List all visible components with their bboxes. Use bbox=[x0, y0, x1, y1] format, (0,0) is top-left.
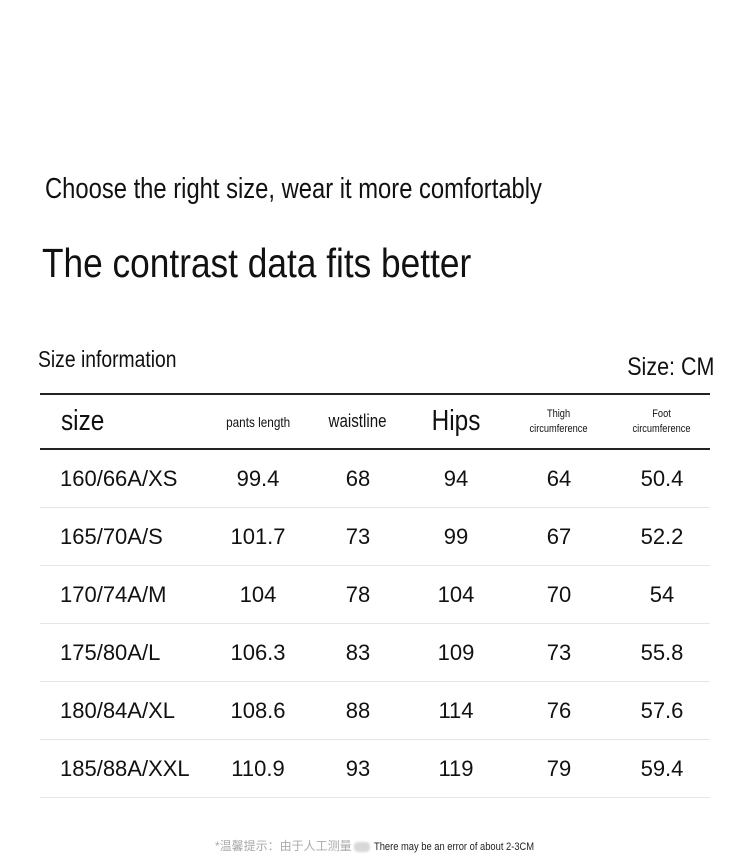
cell-pants-length: 110.9 bbox=[208, 739, 308, 798]
footnote-chinese: *温馨提示：由于人工测量 bbox=[215, 839, 352, 853]
footnote: *温馨提示：由于人工测量 There may be an error of abo… bbox=[215, 837, 562, 854]
cell-hips: 119 bbox=[408, 739, 504, 798]
footnote-english: There may be an error of about 2-3CM bbox=[373, 841, 534, 853]
header-hips: Hips bbox=[431, 405, 481, 437]
table-row: 160/66A/XS 99.4 68 94 64 50.4 bbox=[40, 449, 710, 508]
cell-waistline: 68 bbox=[308, 449, 408, 508]
cell-pants-length: 104 bbox=[208, 565, 308, 624]
size-table: size pants length waistline Hips Thigh ci… bbox=[40, 393, 710, 798]
header-foot-circumference: Foot circumference bbox=[632, 407, 692, 435]
table-row: 185/88A/XXL 110.9 93 119 79 59.4 bbox=[40, 739, 710, 798]
cell-waistline: 73 bbox=[308, 507, 408, 566]
cell-foot: 52.2 bbox=[614, 507, 710, 566]
cell-pants-length: 108.6 bbox=[208, 681, 308, 740]
header-pants-length: pants length bbox=[225, 413, 291, 430]
header-thigh-circumference: Thigh circumference bbox=[529, 407, 589, 435]
blurred-mark bbox=[353, 841, 370, 852]
cell-foot: 54 bbox=[614, 565, 710, 624]
cell-size: 165/70A/S bbox=[40, 507, 208, 566]
cell-pants-length: 99.4 bbox=[208, 449, 308, 508]
cell-thigh: 70 bbox=[504, 565, 614, 624]
table-row: 170/74A/M 104 78 104 70 54 bbox=[40, 565, 710, 624]
cell-foot: 57.6 bbox=[614, 681, 710, 740]
header-size: size bbox=[61, 405, 105, 437]
table-row: 165/70A/S 101.7 73 99 67 52.2 bbox=[40, 507, 710, 566]
cell-hips: 109 bbox=[408, 623, 504, 682]
cell-thigh: 79 bbox=[504, 739, 614, 798]
cell-waistline: 88 bbox=[308, 681, 408, 740]
header-waistline: waistline bbox=[329, 411, 387, 431]
cell-foot: 59.4 bbox=[614, 739, 710, 798]
cell-thigh: 67 bbox=[504, 507, 614, 566]
cell-thigh: 73 bbox=[504, 623, 614, 682]
cell-pants-length: 101.7 bbox=[208, 507, 308, 566]
cell-waistline: 93 bbox=[308, 739, 408, 798]
section-title: Size information bbox=[38, 346, 177, 372]
unit-label: Size: CM bbox=[626, 353, 714, 381]
cell-foot: 55.8 bbox=[614, 623, 710, 682]
tagline: Choose the right size, wear it more comf… bbox=[45, 173, 542, 205]
cell-size: 180/84A/XL bbox=[40, 681, 208, 740]
headline: The contrast data fits better bbox=[42, 240, 472, 286]
cell-thigh: 64 bbox=[504, 449, 614, 508]
cell-size: 185/88A/XXL bbox=[40, 739, 208, 798]
cell-hips: 99 bbox=[408, 507, 504, 566]
table-row: 180/84A/XL 108.6 88 114 76 57.6 bbox=[40, 681, 710, 740]
table-row: 175/80A/L 106.3 83 109 73 55.8 bbox=[40, 623, 710, 682]
cell-hips: 94 bbox=[408, 449, 504, 508]
cell-pants-length: 106.3 bbox=[208, 623, 308, 682]
cell-hips: 104 bbox=[408, 565, 504, 624]
cell-waistline: 78 bbox=[308, 565, 408, 624]
table-header-row: size pants length waistline Hips Thigh ci… bbox=[40, 394, 710, 449]
cell-size: 170/74A/M bbox=[40, 565, 208, 624]
cell-foot: 50.4 bbox=[614, 449, 710, 508]
cell-hips: 114 bbox=[408, 681, 504, 740]
cell-waistline: 83 bbox=[308, 623, 408, 682]
cell-size: 160/66A/XS bbox=[40, 449, 208, 508]
cell-size: 175/80A/L bbox=[40, 623, 208, 682]
cell-thigh: 76 bbox=[504, 681, 614, 740]
table-body: 160/66A/XS 99.4 68 94 64 50.4 165/70A/S 101.7 73… bbox=[40, 449, 710, 798]
